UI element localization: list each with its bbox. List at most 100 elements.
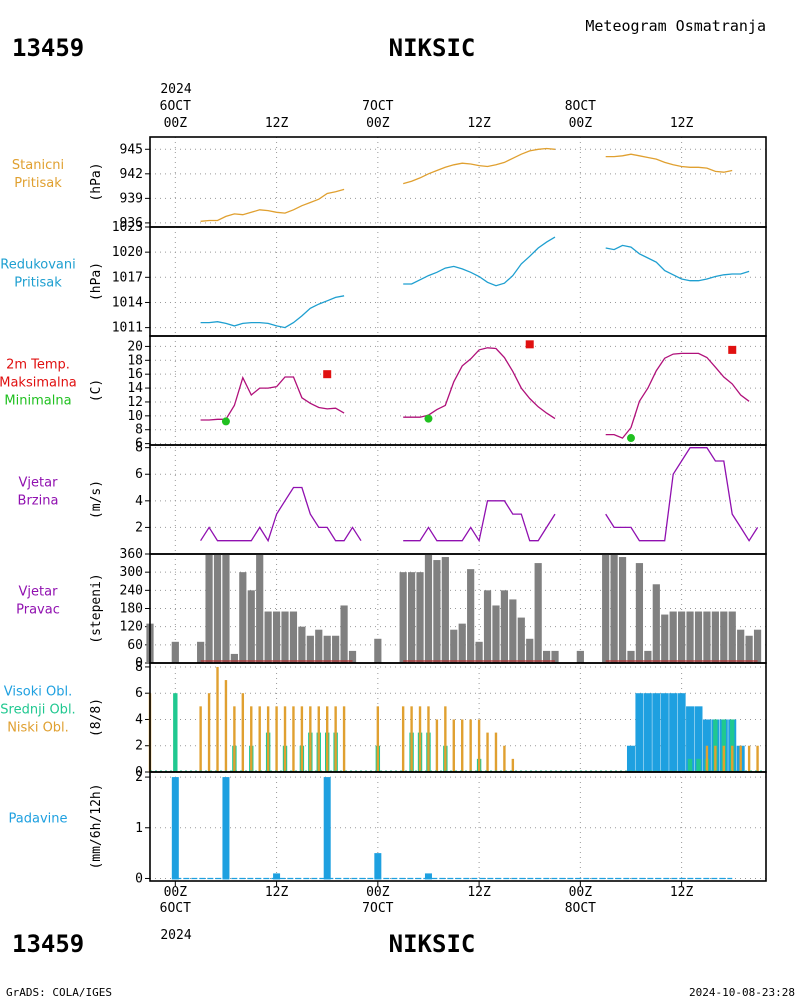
y-tick-label: 8 [135,423,143,438]
panel-label: Minimalna [4,394,71,409]
low-cloud-bar [258,706,261,772]
panel-label: Brzina [18,494,59,509]
high-cloud-bar [686,706,695,772]
y-tick-label: 2 [135,770,143,785]
low-cloud-bar [461,719,464,772]
panel-label: Padavine [9,812,68,827]
low-cloud-bar [731,745,734,772]
bottom-day-label: 8OCT [565,901,596,916]
panel-label: Srednji Obl. [0,703,75,718]
direction-bar [374,638,382,663]
y-tick-label: 945 [120,142,143,157]
direction-bar [171,641,179,663]
low-cloud-bar [317,706,320,772]
direction-bar [602,554,610,663]
direction-bar [711,611,719,663]
low-cloud-bar [418,706,422,772]
max-temp-marker [728,345,737,354]
top-day-label: 6OCT [160,99,191,114]
y-tick-label: 18 [127,353,143,368]
low-cloud-bar [714,745,717,772]
precip-bar [171,777,179,880]
low-cloud-bar [747,745,751,772]
precip-bar [222,777,230,880]
top-hour-label: 00Z [164,116,188,131]
min-temp-marker [626,434,635,443]
low-cloud-bar [326,706,329,772]
panel-frame [149,226,767,337]
direction-bar [323,635,331,663]
y-axis-label: (mm/6h/12h) [89,783,104,869]
direction-bar [197,641,205,663]
low-cloud-bar [250,706,253,772]
direction-bar [737,629,745,663]
bottom-day-label: 6OCT [160,901,191,916]
y-tick-label: 2 [135,520,143,535]
min-temp-marker [424,414,433,423]
product-title: Meteogram Osmatranja [585,17,766,35]
direction-bar [644,650,652,663]
low-cloud-bar [376,706,380,772]
series-line [200,486,362,543]
low-cloud-bar [435,719,439,772]
direction-bar [289,611,298,663]
high-cloud-bar [677,693,686,772]
direction-bar [669,611,677,663]
series-line [403,500,556,543]
series-line [605,352,750,439]
direction-bar [517,617,525,663]
low-cloud-bar [722,745,726,772]
direction-bar [500,590,509,663]
series-line [200,188,345,222]
low-cloud-bar [494,732,498,772]
y-axis-label: (8/8) [89,698,104,737]
y-tick-label: 360 [120,547,143,562]
direction-bar [467,569,475,663]
y-axis-label: (C) [89,379,104,402]
y-tick-label: 1011 [112,321,143,336]
top-day-label: 7OCT [362,99,393,114]
low-cloud-bar [444,706,447,772]
direction-bar [526,638,534,663]
direction-bar [407,572,416,663]
y-tick-label: 8 [135,441,143,456]
panel-frame [149,136,767,228]
low-cloud-bar [739,745,742,772]
y-axis-label: (m/s) [89,480,104,519]
y-axis-label: (hPa) [89,162,104,201]
panel-frame [149,444,767,555]
y-tick-label: 2 [135,739,143,754]
direction-bar [678,611,686,663]
panel-label: 2m Temp. [6,358,70,373]
direction-bar [551,650,559,663]
y-tick-label: 1014 [112,295,143,310]
direction-bar [272,611,281,663]
low-cloud-bar [486,732,489,772]
bottom-hour-label: 12Z [265,885,289,900]
direction-bar [728,611,736,663]
high-cloud-bar [626,745,635,772]
high-cloud-bar [694,706,703,772]
low-cloud-bar [224,680,228,772]
direction-bar [450,629,458,663]
y-tick-label: 4 [135,494,143,509]
station-id-bottom: 13459 [12,930,84,958]
direction-bar [475,641,483,663]
low-cloud-bar [469,719,472,772]
y-tick-label: 10 [127,409,143,424]
top-hour-label: 12Z [467,116,491,131]
bottom-hour-label: 00Z [366,885,390,900]
y-tick-label: 180 [120,602,143,617]
top-hour-label: 12Z [670,116,694,131]
direction-bar [694,611,703,663]
direction-bar [332,635,340,663]
y-tick-label: 16 [127,367,143,382]
panel-frame [149,771,767,882]
series-line [605,153,733,173]
y-tick-label: 12 [127,395,143,410]
series-line [200,295,345,329]
high-cloud-bar [652,693,661,772]
y-tick-label: 942 [120,167,143,182]
low-cloud-bar [705,745,709,772]
bottom-day-label: 7OCT [362,901,393,916]
